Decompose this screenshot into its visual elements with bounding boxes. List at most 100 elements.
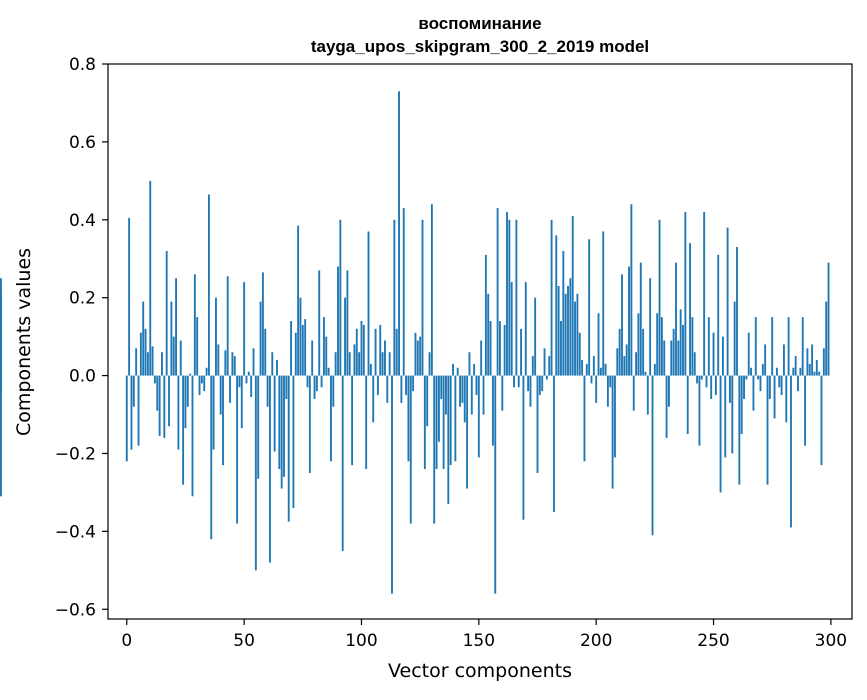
- bar: [0, 375, 2, 497]
- bar: [571, 215, 574, 376]
- bar: [797, 375, 799, 392]
- bar: [437, 375, 440, 442]
- bar: [381, 352, 384, 376]
- bar: [473, 363, 476, 376]
- bar: [599, 367, 602, 376]
- bar: [430, 204, 433, 376]
- bar: [306, 375, 309, 388]
- bar: [693, 352, 696, 376]
- bar: [398, 91, 400, 376]
- bar: [276, 360, 278, 376]
- bar: [545, 375, 548, 380]
- y-tick-label: −0.2: [55, 444, 96, 464]
- bar: [773, 375, 776, 419]
- bar: [707, 317, 710, 376]
- bar: [686, 375, 689, 434]
- bar: [592, 356, 595, 376]
- bar: [597, 313, 600, 376]
- bar: [299, 297, 302, 376]
- bar: [799, 367, 802, 376]
- bar: [606, 375, 609, 407]
- bar: [557, 286, 560, 376]
- bar: [653, 363, 656, 376]
- bar: [491, 375, 494, 446]
- bar: [259, 301, 262, 376]
- bar: [456, 367, 459, 376]
- bar: [766, 375, 769, 485]
- x-tick-label: 250: [697, 631, 729, 651]
- bar: [231, 352, 234, 376]
- bar: [501, 375, 504, 411]
- bar: [341, 375, 344, 551]
- bar: [778, 375, 781, 388]
- bar: [161, 352, 163, 376]
- bar: [308, 375, 311, 473]
- bar: [818, 371, 821, 376]
- bar: [825, 301, 828, 376]
- bar: [372, 375, 375, 423]
- bar: [200, 375, 203, 384]
- bar: [588, 239, 591, 376]
- y-tick-label: 0.6: [69, 133, 96, 153]
- bar: [463, 375, 466, 423]
- bar: [297, 225, 300, 376]
- bar: [489, 321, 492, 376]
- bar: [388, 352, 391, 376]
- bar: [421, 219, 424, 376]
- bar: [642, 328, 645, 376]
- bar: [569, 278, 572, 376]
- bar: [416, 340, 419, 376]
- bar: [658, 219, 661, 376]
- y-tick-label: 0.8: [69, 55, 96, 75]
- bar: [792, 367, 795, 376]
- bar: [186, 375, 189, 407]
- bar: [428, 352, 431, 376]
- bar: [611, 375, 614, 489]
- bar: [358, 352, 361, 376]
- bar: [205, 367, 208, 376]
- bar: [304, 319, 307, 376]
- bar: [393, 219, 396, 376]
- bar: [212, 375, 215, 450]
- bar: [639, 262, 642, 376]
- bar: [771, 317, 774, 376]
- bar: [151, 346, 154, 376]
- bar: [379, 324, 382, 376]
- bar: [714, 375, 717, 396]
- bar: [531, 356, 534, 376]
- bar: [158, 375, 161, 436]
- bar: [822, 348, 825, 376]
- bar: [703, 212, 706, 376]
- bar: [522, 375, 525, 520]
- y-axis-label: Components values: [13, 248, 35, 436]
- chart-title: воспоминание: [418, 14, 541, 33]
- bar: [602, 231, 605, 376]
- x-axis-label: Vector components: [388, 660, 572, 682]
- bar: [311, 340, 314, 376]
- bar: [684, 212, 687, 376]
- bar: [510, 282, 513, 376]
- bar: [529, 375, 532, 407]
- bar: [578, 332, 581, 376]
- bar: [125, 375, 128, 462]
- bar: [682, 324, 684, 376]
- bar: [189, 373, 192, 376]
- bar: [426, 375, 429, 427]
- bar: [670, 340, 673, 376]
- bar: [651, 375, 654, 536]
- bar: [376, 375, 379, 396]
- bar: [365, 375, 368, 470]
- bar: [560, 321, 562, 376]
- bar: [815, 360, 818, 376]
- bar: [395, 328, 398, 376]
- bar: [752, 375, 755, 411]
- bar: [747, 332, 750, 376]
- bar: [283, 375, 285, 477]
- bar: [334, 352, 337, 376]
- bar: [287, 375, 290, 522]
- bar: [210, 375, 213, 540]
- bar: [337, 266, 339, 376]
- bar: [475, 375, 478, 396]
- bar: [487, 293, 490, 376]
